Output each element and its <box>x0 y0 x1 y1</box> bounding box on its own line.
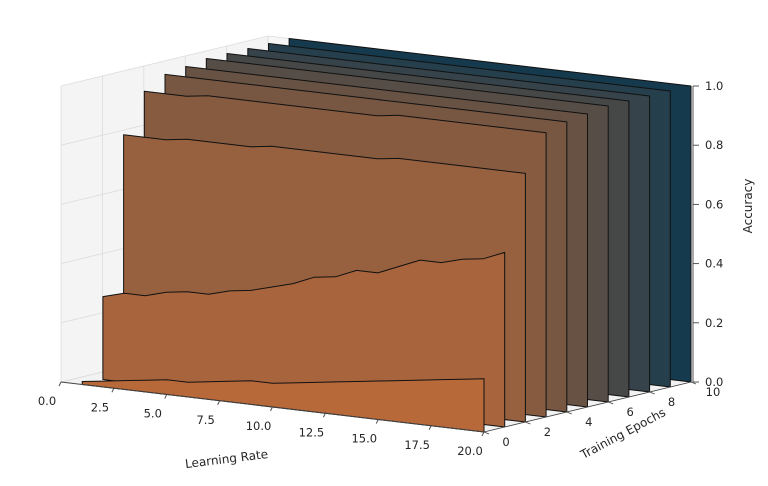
x-tick-label: 5.0 <box>144 407 162 421</box>
y-tick-label: 2 <box>544 425 551 439</box>
x-tick-label: 2.5 <box>91 400 109 414</box>
x-tick-label: 17.5 <box>404 438 430 452</box>
y-tick-mark <box>608 401 614 405</box>
y-tick-mark <box>649 391 655 395</box>
y-tick-label: 6 <box>627 405 634 419</box>
x-tick-label: 10.0 <box>246 419 272 433</box>
x-tick-label: 15.0 <box>351 432 377 446</box>
x-tick-mark <box>428 425 432 430</box>
x-tick-label: 20.0 <box>457 444 483 458</box>
surface-epoch-0 <box>81 378 485 433</box>
y-tick-mark <box>690 381 697 385</box>
y-tick-label: 10 <box>706 385 721 399</box>
x-tick-mark <box>270 406 273 412</box>
x-tick-mark <box>375 419 379 424</box>
z-tick-label: 1.0 <box>705 79 723 93</box>
tick-labels: 0.0 2.5 5.0 7.5 10.0 12.5 15.0 17.5 20.002468100… <box>38 79 723 458</box>
y-tick-label: 0 <box>502 435 509 449</box>
x-tick-mark <box>58 381 62 387</box>
x-tick-mark <box>217 400 221 405</box>
x-tick-mark <box>481 431 485 437</box>
y-axis-line <box>483 381 692 433</box>
x-tick-mark <box>322 413 326 418</box>
x-tick-label: 0.0 <box>38 394 56 408</box>
x-tick-mark <box>164 394 168 399</box>
z-tick-label: 0.2 <box>705 316 723 330</box>
x-tick-mark <box>111 388 115 393</box>
y-tick-mark <box>525 421 531 425</box>
z-tick-label: 0.6 <box>705 197 723 211</box>
x-axis-label: Learning Rate <box>184 447 269 471</box>
x-tick-label: 7.5 <box>196 413 214 427</box>
z-axis-label: Accuracy <box>741 179 755 234</box>
z-tick-label: 0.8 <box>705 138 723 152</box>
z-tick-label: 0.0 <box>705 375 723 389</box>
accuracy-surfaces <box>81 38 692 433</box>
y-tick-label: 8 <box>668 395 675 409</box>
y-tick-mark <box>566 411 572 415</box>
z-tick-label: 0.4 <box>705 257 723 271</box>
x-tick-label: 12.5 <box>299 425 325 439</box>
y-tick-mark <box>483 431 490 435</box>
y-axis-label: Training Epochs <box>577 405 668 462</box>
y-tick-label: 4 <box>585 415 592 429</box>
